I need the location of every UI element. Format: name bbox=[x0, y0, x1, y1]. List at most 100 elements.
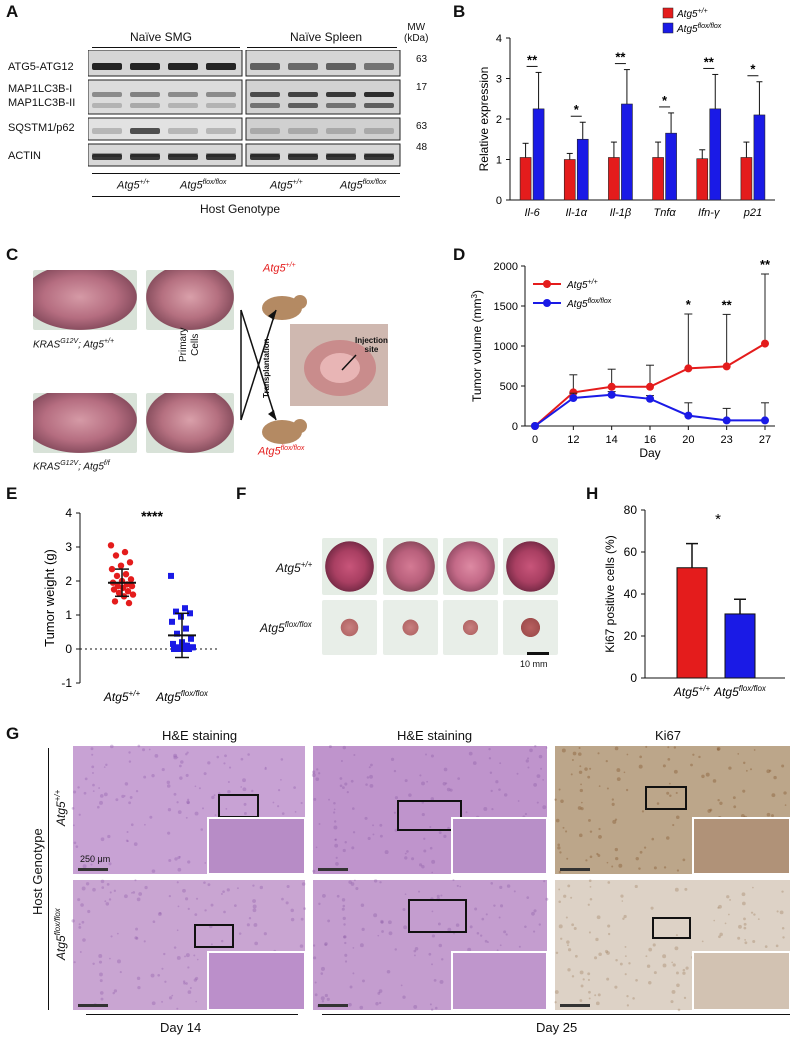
e-point bbox=[124, 588, 132, 595]
e-point bbox=[182, 605, 188, 612]
band-lc3-ii bbox=[168, 103, 198, 108]
d-point bbox=[722, 362, 731, 371]
e-point bbox=[126, 559, 134, 566]
blot-label-lc3b-i: MAP1LC3B-I bbox=[8, 83, 73, 95]
f-row-label-wt: Atg5+/+ bbox=[276, 560, 313, 575]
e-point bbox=[107, 542, 115, 549]
d-ytick-label: 1000 bbox=[494, 341, 518, 353]
e-point bbox=[127, 576, 135, 583]
b-ytick-label: 2 bbox=[496, 114, 502, 126]
d-ytick-label: 1500 bbox=[494, 301, 518, 313]
d-legend-marker bbox=[543, 299, 551, 307]
e-point bbox=[181, 642, 187, 649]
e-point bbox=[129, 591, 137, 598]
e-ytick-label: 0 bbox=[65, 642, 72, 656]
band-lc3-ii bbox=[288, 103, 318, 108]
tumor-photo-wt-2 bbox=[146, 270, 234, 330]
d-point bbox=[761, 416, 769, 425]
f-tumor-ko-4 bbox=[503, 600, 558, 655]
band-p62 bbox=[326, 128, 356, 134]
band-lc3-i bbox=[206, 92, 236, 97]
band-p62 bbox=[92, 128, 122, 134]
chart-e-tumor-weight: -1 0 1 2 3 4 Tumor weight (g) Atg5+/+ Atg5flox/f… bbox=[42, 506, 220, 704]
d-point bbox=[569, 394, 578, 402]
d-xtick-label: 12 bbox=[567, 434, 579, 446]
e-point bbox=[188, 635, 194, 642]
g-row-label-ko: Atg5flox/flox bbox=[53, 908, 68, 960]
d-xtick-label: 27 bbox=[759, 434, 771, 446]
d-point bbox=[722, 416, 731, 425]
e-point bbox=[172, 646, 178, 652]
label-injection-site: Injection site bbox=[355, 336, 388, 354]
band-actin bbox=[206, 154, 236, 160]
g-row-label-wt: Atg5+/+ bbox=[53, 789, 68, 826]
e-point bbox=[178, 613, 184, 620]
b-bar bbox=[652, 157, 664, 201]
b-ytick-label: 0 bbox=[496, 195, 502, 207]
e-point bbox=[125, 599, 133, 607]
g-tile-he25-wt bbox=[313, 746, 547, 874]
f-tumor-ko-1 bbox=[322, 600, 377, 655]
band-atg5-atg12 bbox=[288, 63, 318, 70]
band-actin-2 bbox=[364, 153, 394, 157]
blot-label-actin: ACTIN bbox=[8, 150, 41, 162]
d-legend-label: Atg5flox/flox bbox=[566, 298, 612, 310]
f-row-label-ko: Atg5flox/flox bbox=[260, 620, 312, 635]
genotype-1: Atg5+/+ bbox=[117, 179, 150, 192]
f-scale-bar bbox=[527, 652, 549, 655]
d-xlabel: Day bbox=[639, 446, 660, 460]
band-actin-2 bbox=[130, 153, 160, 157]
d-xtick-label: 16 bbox=[644, 434, 656, 446]
genotype-4: Atg5flox/flox bbox=[340, 179, 387, 192]
g-day14: Day 14 bbox=[160, 1020, 202, 1035]
panel-letter-e: E bbox=[6, 484, 18, 503]
label-kras-wt: KRASG12V; Atg5+/+ bbox=[33, 338, 115, 351]
genotype-3: Atg5+/+ bbox=[270, 179, 303, 192]
d-xtick-label: 20 bbox=[682, 434, 694, 446]
b-bar bbox=[696, 158, 709, 201]
d-point bbox=[684, 364, 693, 373]
e-point bbox=[117, 562, 125, 569]
d-point bbox=[646, 382, 654, 391]
d-legend-marker bbox=[543, 280, 551, 288]
d-ytick-label: 2000 bbox=[494, 261, 518, 273]
chart-d-tumor-volume: 0 500 1000 1500 2000 0 12 14 16 20 23 27 Day Tumor vo… bbox=[470, 257, 775, 460]
band-atg5-atg12 bbox=[130, 63, 160, 70]
band-p62 bbox=[250, 128, 280, 134]
band-actin bbox=[288, 154, 318, 160]
e-point bbox=[173, 608, 179, 615]
e-ytick-label: -1 bbox=[61, 676, 72, 690]
b-legend-label: Atg5+/+ bbox=[676, 8, 708, 20]
g-day25: Day 25 bbox=[536, 1020, 578, 1035]
b-ytick-label: 4 bbox=[496, 33, 502, 45]
g-col-label-2: H&E staining bbox=[397, 728, 473, 743]
band-atg5-atg12 bbox=[364, 63, 394, 70]
band-lc3-ii bbox=[130, 103, 160, 108]
d-xtick-label: 23 bbox=[721, 434, 733, 446]
band-atg5-atg12 bbox=[168, 63, 198, 70]
band-p62 bbox=[364, 128, 394, 134]
tumor-photo-ko-2 bbox=[146, 393, 234, 453]
e-point bbox=[112, 552, 120, 559]
band-actin bbox=[92, 154, 122, 160]
band-p62 bbox=[168, 128, 198, 134]
e-point bbox=[186, 646, 192, 652]
band-atg5-atg12 bbox=[326, 63, 356, 70]
band-lc3-i bbox=[92, 92, 122, 97]
b-sig-label: ** bbox=[704, 54, 715, 69]
e-point bbox=[108, 565, 116, 573]
d-point bbox=[569, 388, 578, 397]
g-col-label-1: H&E staining bbox=[162, 728, 238, 743]
d-point bbox=[607, 382, 616, 391]
f-tumor-wt-3 bbox=[443, 538, 498, 595]
blot-label-sqstm1: SQSTM1/p62 bbox=[8, 122, 75, 134]
d-ytick-label: 500 bbox=[500, 381, 518, 393]
band-p62 bbox=[288, 128, 318, 134]
group-label-smg: Naïve SMG bbox=[130, 30, 193, 44]
band-actin-2 bbox=[92, 153, 122, 157]
b-bar bbox=[621, 103, 633, 201]
band-actin bbox=[168, 154, 198, 160]
b-ytick-label: 1 bbox=[496, 155, 502, 167]
band-actin-2 bbox=[326, 153, 356, 157]
band-actin bbox=[130, 154, 160, 160]
